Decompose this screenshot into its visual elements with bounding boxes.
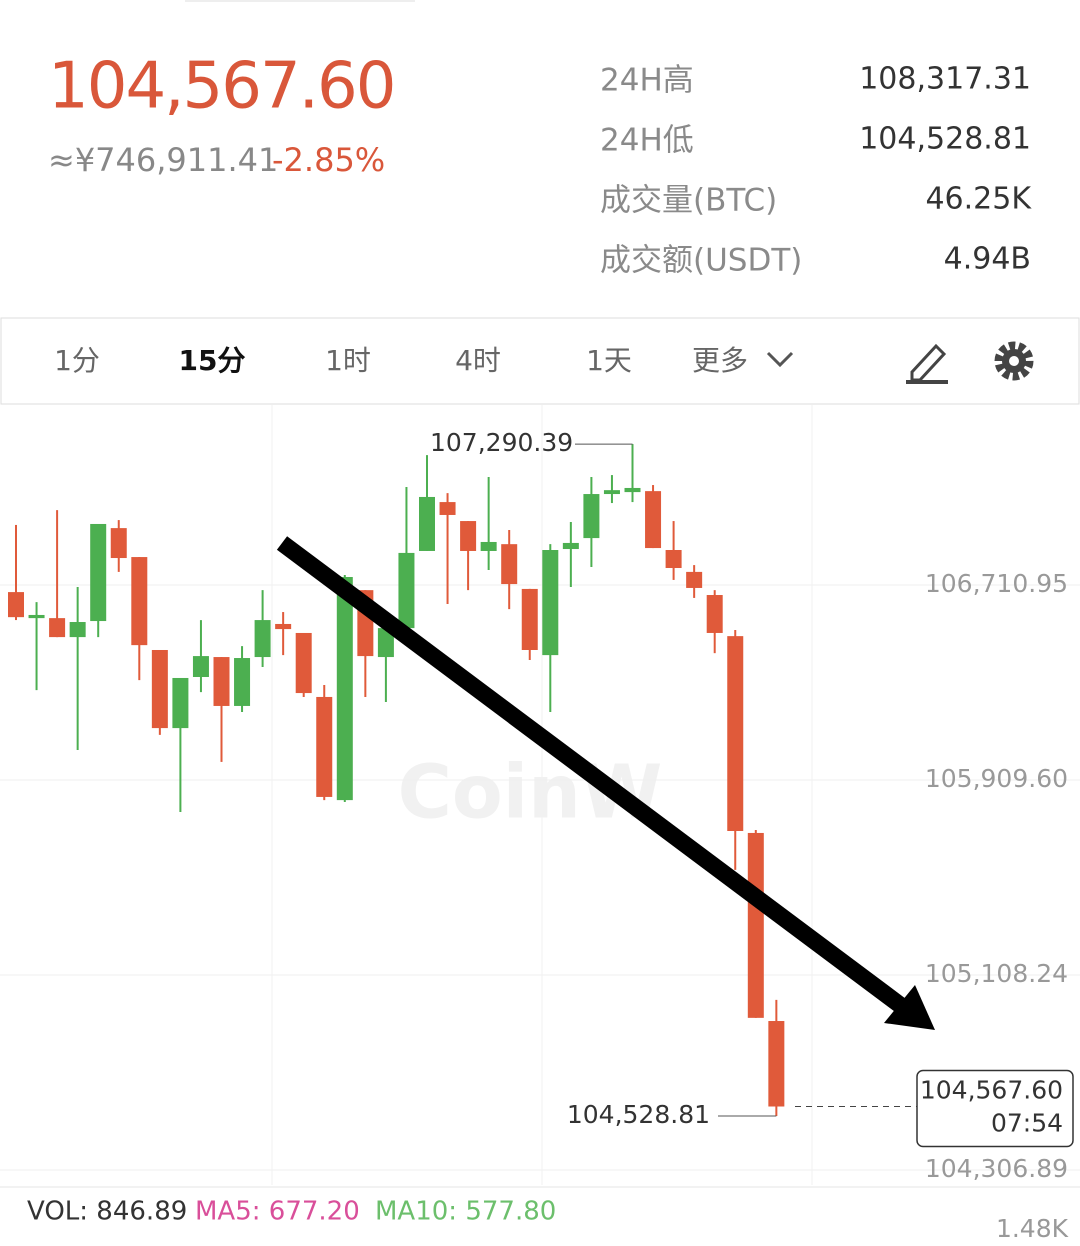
tab[interactable]: 15分 [179, 344, 246, 377]
draw-icon[interactable] [906, 343, 948, 384]
stat-value: 108,317.31 [859, 62, 1031, 97]
candle-body [501, 544, 518, 585]
candle-body [583, 494, 600, 539]
stat-value: 4.94B [944, 242, 1031, 277]
last-price-box [916, 1069, 1074, 1148]
candle-body [398, 552, 415, 629]
candle-body [254, 620, 271, 658]
tabs: 1分 15分 1时 4时 1天 更多 [54, 344, 748, 377]
candle-body [419, 496, 435, 551]
y-tick-label: 105,909.60 [925, 764, 1068, 793]
candle-body [234, 658, 251, 706]
candle-body [110, 528, 127, 559]
countdown: 07:54 [991, 1109, 1063, 1138]
top-edge [185, 0, 415, 2]
candle-body [275, 623, 292, 630]
candle-body [439, 502, 456, 515]
candle-body [336, 577, 353, 801]
ma10: MA10: 577.80 [375, 1197, 556, 1227]
last-price: 104,567.60 [48, 50, 394, 124]
candle-body [624, 487, 641, 493]
candle-body [542, 550, 559, 656]
vol-axis-label: 1.48K [996, 1214, 1069, 1243]
last-price-label: 104,567.60 [920, 1076, 1063, 1105]
cny-price: ≈¥746,911.41 [48, 141, 278, 179]
candle-body [747, 832, 764, 1018]
candle-body [603, 490, 620, 495]
trend-arrow [276, 536, 935, 1030]
settings-icon[interactable] [994, 341, 1034, 381]
stat-value: 104,528.81 [859, 122, 1031, 157]
stat-label: 成交额(USDT) [600, 243, 802, 279]
candle-body [131, 557, 148, 646]
candle-body [151, 649, 168, 729]
candle-body [768, 1021, 785, 1107]
y-tick-label: 106,710.95 [925, 569, 1068, 598]
candle-body [521, 588, 538, 650]
candle-body [562, 542, 579, 550]
candle-body [172, 677, 189, 729]
candle-body [377, 628, 394, 658]
tab[interactable]: 1时 [325, 344, 371, 377]
candle-body [28, 614, 45, 619]
candle-body [460, 521, 477, 551]
tab[interactable]: 4时 [455, 344, 501, 377]
candle-body [213, 657, 230, 706]
stat-label: 24H低 [600, 123, 694, 159]
candle-body [69, 622, 86, 638]
tab[interactable]: 1天 [586, 344, 632, 377]
high-label: 107,290.39 [430, 428, 573, 457]
tab[interactable]: 更多 [692, 344, 748, 377]
candle-body [706, 595, 723, 633]
more-chevron[interactable] [766, 351, 794, 368]
candle-body [686, 571, 703, 588]
change: -2.85% [272, 141, 385, 179]
low-label: 104,528.81 [567, 1100, 710, 1129]
candle-body [90, 523, 107, 622]
tab[interactable]: 1分 [54, 344, 100, 377]
chart: CoinW106,710.95105,909.60105,108.24104,3… [0, 405, 1080, 1185]
y-tick-label: 104,306.89 [925, 1154, 1068, 1183]
y-tick-label: 105,108.24 [925, 959, 1068, 988]
stat-label: 24H高 [600, 63, 694, 99]
candle-body [727, 636, 744, 832]
candle-body [49, 618, 66, 638]
stat-value: 46.25K [925, 182, 1032, 217]
stats: 24H高 108,317.31 24H低 104,528.81 成交量(BTC) 46.2… [600, 62, 1032, 279]
stat-label: 成交量(BTC) [600, 183, 777, 219]
candle-body [645, 491, 662, 549]
candle-body [665, 550, 682, 569]
candle-body [8, 592, 24, 618]
vol: VOL: 846.89 [27, 1197, 187, 1227]
ma5: MA5: 677.20 [195, 1197, 360, 1227]
candle-body [295, 632, 312, 694]
candle-body [480, 541, 497, 551]
candle-body [316, 696, 333, 797]
candle-body [192, 656, 209, 678]
tab-bar [0, 317, 1080, 405]
